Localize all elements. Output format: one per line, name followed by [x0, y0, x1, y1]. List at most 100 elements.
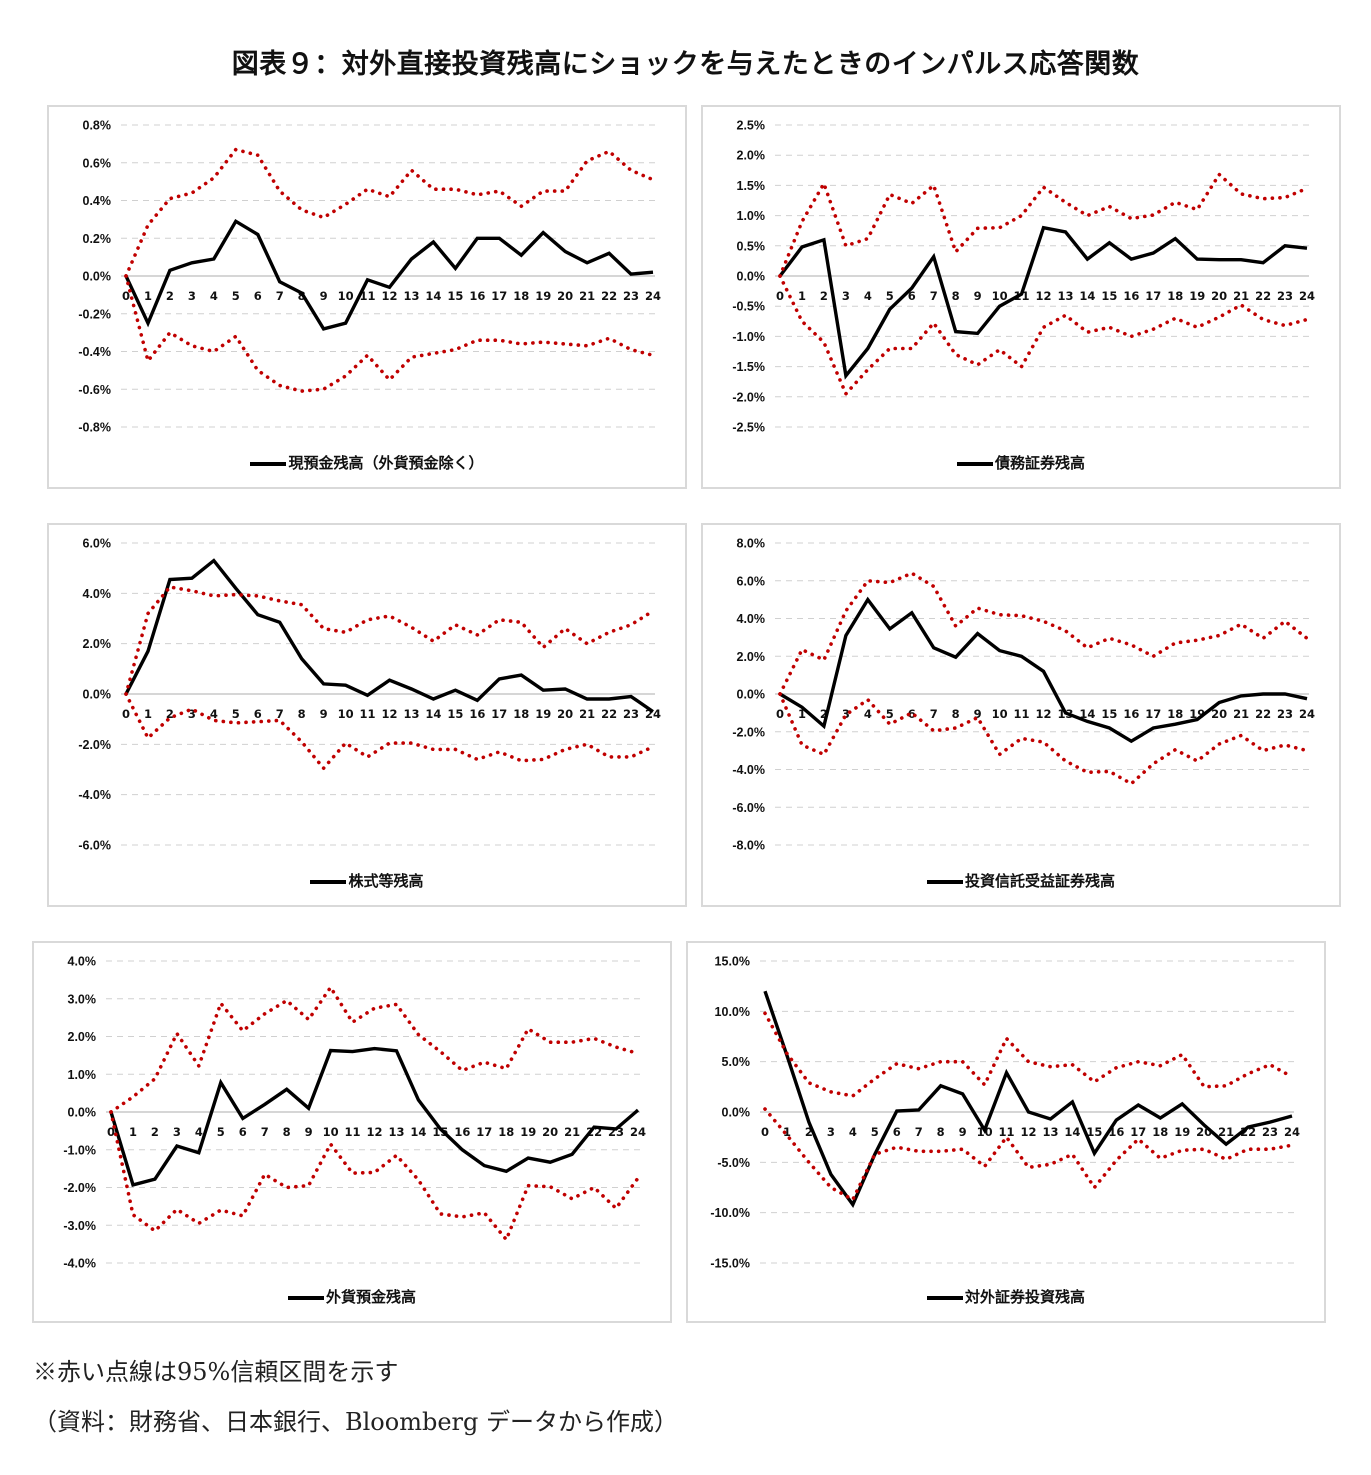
- x-tick-label: 19: [1189, 289, 1205, 303]
- legend: 対外証券投資残高: [688, 1286, 1324, 1307]
- x-tick-label: 13: [403, 289, 419, 303]
- x-tick-label: 20: [1211, 707, 1227, 721]
- legend: 現預金残高（外貨預金除く）: [49, 452, 685, 473]
- x-tick-label: 14: [1064, 1125, 1080, 1139]
- x-tick-label: 3: [842, 707, 850, 721]
- upper-confidence-band: [109, 985, 640, 1114]
- x-tick-label: 5: [232, 289, 240, 303]
- y-tick-label: -2.0%: [63, 1181, 96, 1195]
- x-tick-label: 22: [601, 289, 617, 303]
- legend-label: 債務証券残高: [994, 454, 1085, 472]
- y-tick-label: 1.0%: [68, 1068, 97, 1082]
- x-tick-label: 12: [1035, 289, 1051, 303]
- y-tick-label: -2.0%: [732, 725, 765, 739]
- x-tick-label: 5: [886, 707, 894, 721]
- y-tick-label: -4.0%: [732, 763, 765, 777]
- y-tick-label: -2.5%: [732, 421, 765, 435]
- x-tick-label: 23: [1277, 289, 1293, 303]
- x-tick-label: 12: [1020, 1125, 1036, 1139]
- x-tick-label: 12: [1035, 707, 1051, 721]
- x-tick-label: 10: [323, 1125, 339, 1139]
- y-tick-label: 6.0%: [737, 574, 766, 588]
- x-tick-label: 7: [915, 1125, 923, 1139]
- x-tick-label: 19: [1174, 1125, 1190, 1139]
- x-tick-label: 6: [893, 1125, 901, 1139]
- x-tick-label: 8: [283, 1125, 291, 1139]
- lower-confidence-band: [778, 692, 1309, 786]
- x-tick-label: 3: [188, 289, 196, 303]
- x-tick-label: 24: [1299, 707, 1315, 721]
- x-tick-label: 1: [144, 707, 152, 721]
- x-tick-label: 15: [447, 289, 463, 303]
- x-tick-label: 17: [491, 289, 507, 303]
- legend: 株式等残高: [49, 870, 685, 891]
- y-tick-label: 1.5%: [737, 179, 766, 193]
- x-tick-label: 20: [557, 707, 573, 721]
- legend: 外貨預金残高: [34, 1286, 670, 1307]
- y-tick-label: -4.0%: [78, 788, 111, 802]
- y-tick-label: -3.0%: [63, 1219, 96, 1233]
- lower-confidence-band: [763, 1107, 1294, 1202]
- chart-panel-cash-deposits: 0.8% 0.6% 0.4% 0.2% 0.0% -0.2% -0.4% -0.6% -0.8%…: [47, 105, 687, 489]
- x-tick-label: 15: [1101, 707, 1117, 721]
- response-line: [763, 990, 1293, 1209]
- x-tick-label: 18: [513, 707, 529, 721]
- x-tick-label: 22: [1255, 707, 1271, 721]
- x-tick-label: 9: [320, 707, 328, 721]
- legend-label: 株式等残高: [348, 872, 424, 890]
- x-tick-label: 24: [645, 289, 661, 303]
- x-tick-label: 11: [360, 289, 376, 303]
- response-line: [124, 558, 654, 714]
- x-tick-label: 7: [276, 707, 284, 721]
- response-line: [124, 218, 654, 331]
- x-tick-label: 7: [261, 1125, 269, 1139]
- y-tick-label: 4.0%: [68, 955, 97, 969]
- source-note: （資料：財務省、日本銀行、Bloomberg データから作成）: [33, 1408, 678, 1436]
- x-tick-label: 16: [469, 289, 485, 303]
- chart-plot: 2.5% 2.0% 1.5% 1.0% 0.5% 0.0% -0.5% -1.0% -1.5% -…: [732, 119, 1315, 435]
- x-tick-label: 18: [498, 1125, 514, 1139]
- x-tick-label: 18: [1152, 1125, 1168, 1139]
- x-tick-label: 16: [454, 1125, 470, 1139]
- y-tick-label: 10.0%: [715, 1005, 750, 1019]
- x-tick-label: 16: [1123, 707, 1139, 721]
- x-tick-label: 12: [381, 707, 397, 721]
- x-tick-label: 13: [1042, 1125, 1058, 1139]
- legend-label: 外貨預金残高: [325, 1288, 416, 1306]
- legend-label: 現預金残高（外貨預金除く）: [288, 454, 484, 472]
- x-tick-label: 0: [122, 707, 130, 721]
- x-tick-label: 8: [952, 707, 960, 721]
- x-tick-label: 2: [151, 1125, 159, 1139]
- x-tick-label: 0: [122, 289, 130, 303]
- legend-line-icon: [926, 1295, 963, 1300]
- legend-line-icon: [956, 461, 993, 466]
- y-tick-label: -0.6%: [78, 383, 111, 397]
- x-tick-label: 10: [338, 707, 354, 721]
- x-tick-label: 8: [952, 289, 960, 303]
- y-tick-label: 6.0%: [83, 537, 112, 551]
- x-tick-label: 2: [805, 1125, 813, 1139]
- response-line: [109, 1046, 640, 1187]
- x-tick-label: 14: [410, 1125, 426, 1139]
- x-tick-label: 14: [1079, 707, 1095, 721]
- x-tick-label: 7: [930, 289, 938, 303]
- x-tick-label: 10: [992, 707, 1008, 721]
- x-tick-label: 5: [886, 289, 894, 303]
- chart-panel-equities: 6.0% 4.0% 2.0% 0.0% -2.0% -4.0% -6.0% 0 1 2 3 4 5 6 7 8…: [47, 523, 687, 907]
- x-tick-label: 11: [1014, 707, 1030, 721]
- x-tick-label: 16: [1123, 289, 1139, 303]
- x-tick-label: 18: [1167, 707, 1183, 721]
- x-tick-label: 9: [320, 289, 328, 303]
- y-tick-label: 0.0%: [737, 270, 766, 284]
- x-tick-label: 6: [908, 289, 916, 303]
- x-tick-label: 21: [1233, 289, 1249, 303]
- legend: 投資信託受益証券残高: [703, 870, 1339, 891]
- x-tick-label: 3: [188, 707, 196, 721]
- chart-plot: 0.8% 0.6% 0.4% 0.2% 0.0% -0.2% -0.4% -0.6% -0.8%…: [78, 119, 661, 435]
- y-tick-label: 0.5%: [737, 239, 766, 253]
- x-tick-label: 3: [173, 1125, 181, 1139]
- x-tick-label: 17: [476, 1125, 492, 1139]
- x-tick-label: 9: [974, 289, 982, 303]
- footnote-confidence-interval: ※赤い点線は95%信頼区間を示す: [33, 1358, 399, 1386]
- figure-title: 図表９：対外直接投資残高にショックを与えたときのインパルス応答関数: [231, 49, 1140, 80]
